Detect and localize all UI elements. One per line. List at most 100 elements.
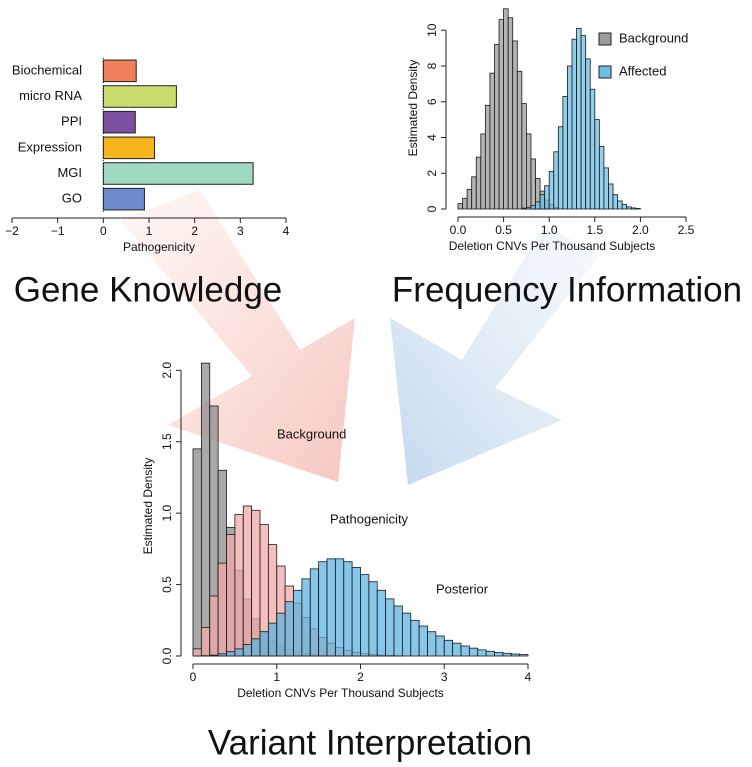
histogram-bar	[242, 644, 253, 657]
histogram-bar	[351, 567, 361, 657]
x-tick-label: 3	[237, 224, 244, 238]
heading: Variant Interpretation	[208, 723, 532, 762]
histogram-bar	[410, 619, 420, 657]
heading: Frequency Information	[392, 270, 742, 309]
histogram-bar	[443, 639, 454, 657]
histogram-bar	[259, 631, 269, 657]
histogram-bar	[192, 448, 202, 657]
histogram-bar	[502, 652, 512, 657]
histogram-bar	[576, 28, 582, 210]
x-tick-label: 2.0	[632, 223, 649, 237]
histogram-bar	[530, 158, 536, 210]
histogram-bar	[485, 650, 495, 657]
x-tick-label: 2	[191, 224, 198, 238]
y-tick-label: 2	[425, 170, 439, 177]
x-axis-label: Pathogenicity	[123, 240, 195, 254]
histogram-bar	[418, 625, 428, 657]
histogram-bar	[326, 558, 336, 657]
histogram-bar	[466, 188, 473, 210]
x-tick-label: −1	[51, 224, 65, 238]
histogram-bar	[368, 581, 378, 657]
histogram-bar	[494, 652, 504, 657]
histogram-bar	[562, 95, 568, 210]
histogram-bar	[376, 589, 387, 657]
histogram-bar	[503, 8, 509, 210]
y-tick-label: 4	[425, 134, 439, 141]
y-tick-label: 2.0	[160, 362, 174, 379]
histogram-bar	[598, 146, 605, 210]
histogram-bar	[226, 534, 236, 657]
x-axis-label: Deletion CNVs Per Thousand Subjects	[449, 239, 656, 253]
histogram-bar	[585, 58, 591, 210]
y-tick-label: 0.0	[160, 647, 174, 664]
x-tick-label: −2	[5, 224, 19, 238]
category-label: Biochemical	[12, 62, 82, 77]
y-tick-label: 10	[425, 23, 439, 37]
histogram-bar	[457, 203, 463, 210]
category-label: PPI	[61, 114, 82, 129]
series-label: Pathogenicity	[330, 511, 409, 526]
legend-swatch	[598, 65, 612, 79]
x-tick-label: 1.0	[541, 223, 558, 237]
category-label: GO	[62, 191, 82, 206]
histogram-bar	[519, 654, 529, 657]
x-tick-label: 4	[525, 670, 532, 684]
y-tick-label: 1.0	[160, 504, 174, 521]
bar	[102, 110, 136, 134]
histogram-bar	[343, 561, 353, 657]
histogram-bar	[200, 627, 211, 657]
histogram-bar	[557, 126, 564, 210]
x-tick-label: 3	[441, 670, 448, 684]
histogram-bar	[301, 578, 311, 657]
histogram-bar	[530, 205, 536, 210]
histogram-bar	[209, 654, 219, 657]
x-tick-label: 0.0	[450, 223, 467, 237]
plots: Biochemical micro RNA PPI Expression MGI GO −2…	[5, 8, 695, 700]
histogram-bar	[608, 183, 614, 210]
histogram-bar	[484, 104, 491, 210]
arrow-right	[390, 225, 600, 485]
bar	[102, 59, 137, 83]
y-axis-label: Estimated Density	[141, 458, 155, 555]
histogram-bar	[393, 605, 403, 657]
histogram-bar	[539, 194, 546, 210]
histogram-bar	[580, 35, 587, 210]
x-tick-label: 2.5	[678, 223, 695, 237]
x-axis-label: Deletion CNVs Per Thousand Subjects	[237, 686, 444, 700]
bar	[102, 162, 254, 185]
histogram-bar	[498, 19, 505, 210]
histogram-bar	[612, 194, 618, 210]
histogram-bar	[226, 651, 236, 657]
legend-swatch	[598, 32, 612, 46]
x-tick-label: 0	[100, 224, 107, 238]
histogram-bar	[401, 612, 412, 657]
bar	[102, 187, 145, 211]
histogram-bar	[200, 362, 211, 657]
category-label: Expression	[18, 139, 82, 154]
y-tick-label: 1.5	[160, 433, 174, 450]
histogram-bar	[535, 201, 541, 210]
histogram-bar	[318, 561, 328, 657]
histogram-bar	[480, 133, 486, 210]
histogram-bar	[267, 622, 278, 657]
histogram-bar	[567, 65, 573, 210]
histogram-bar	[293, 589, 303, 657]
series-label: Posterior	[436, 581, 489, 596]
histogram-bar	[521, 207, 527, 210]
y-tick-label: 0.5	[160, 576, 174, 593]
bar	[102, 136, 155, 160]
histogram-bar	[217, 562, 227, 657]
histogram-bar	[251, 509, 261, 657]
histogram-bar	[516, 70, 523, 210]
x-tick-label: 2	[357, 670, 364, 684]
histogram-bar	[427, 631, 437, 657]
histogram-bar	[526, 133, 532, 210]
histogram-bar	[475, 156, 482, 210]
y-tick-label: 0	[425, 205, 439, 212]
histogram-bar	[589, 88, 596, 210]
x-tick-label: 1.5	[586, 223, 603, 237]
histogram-bar	[435, 635, 445, 657]
y-axis-label: Estimated Density	[406, 60, 420, 157]
x-tick-label: 1	[146, 224, 153, 238]
histogram-bar	[309, 568, 320, 657]
